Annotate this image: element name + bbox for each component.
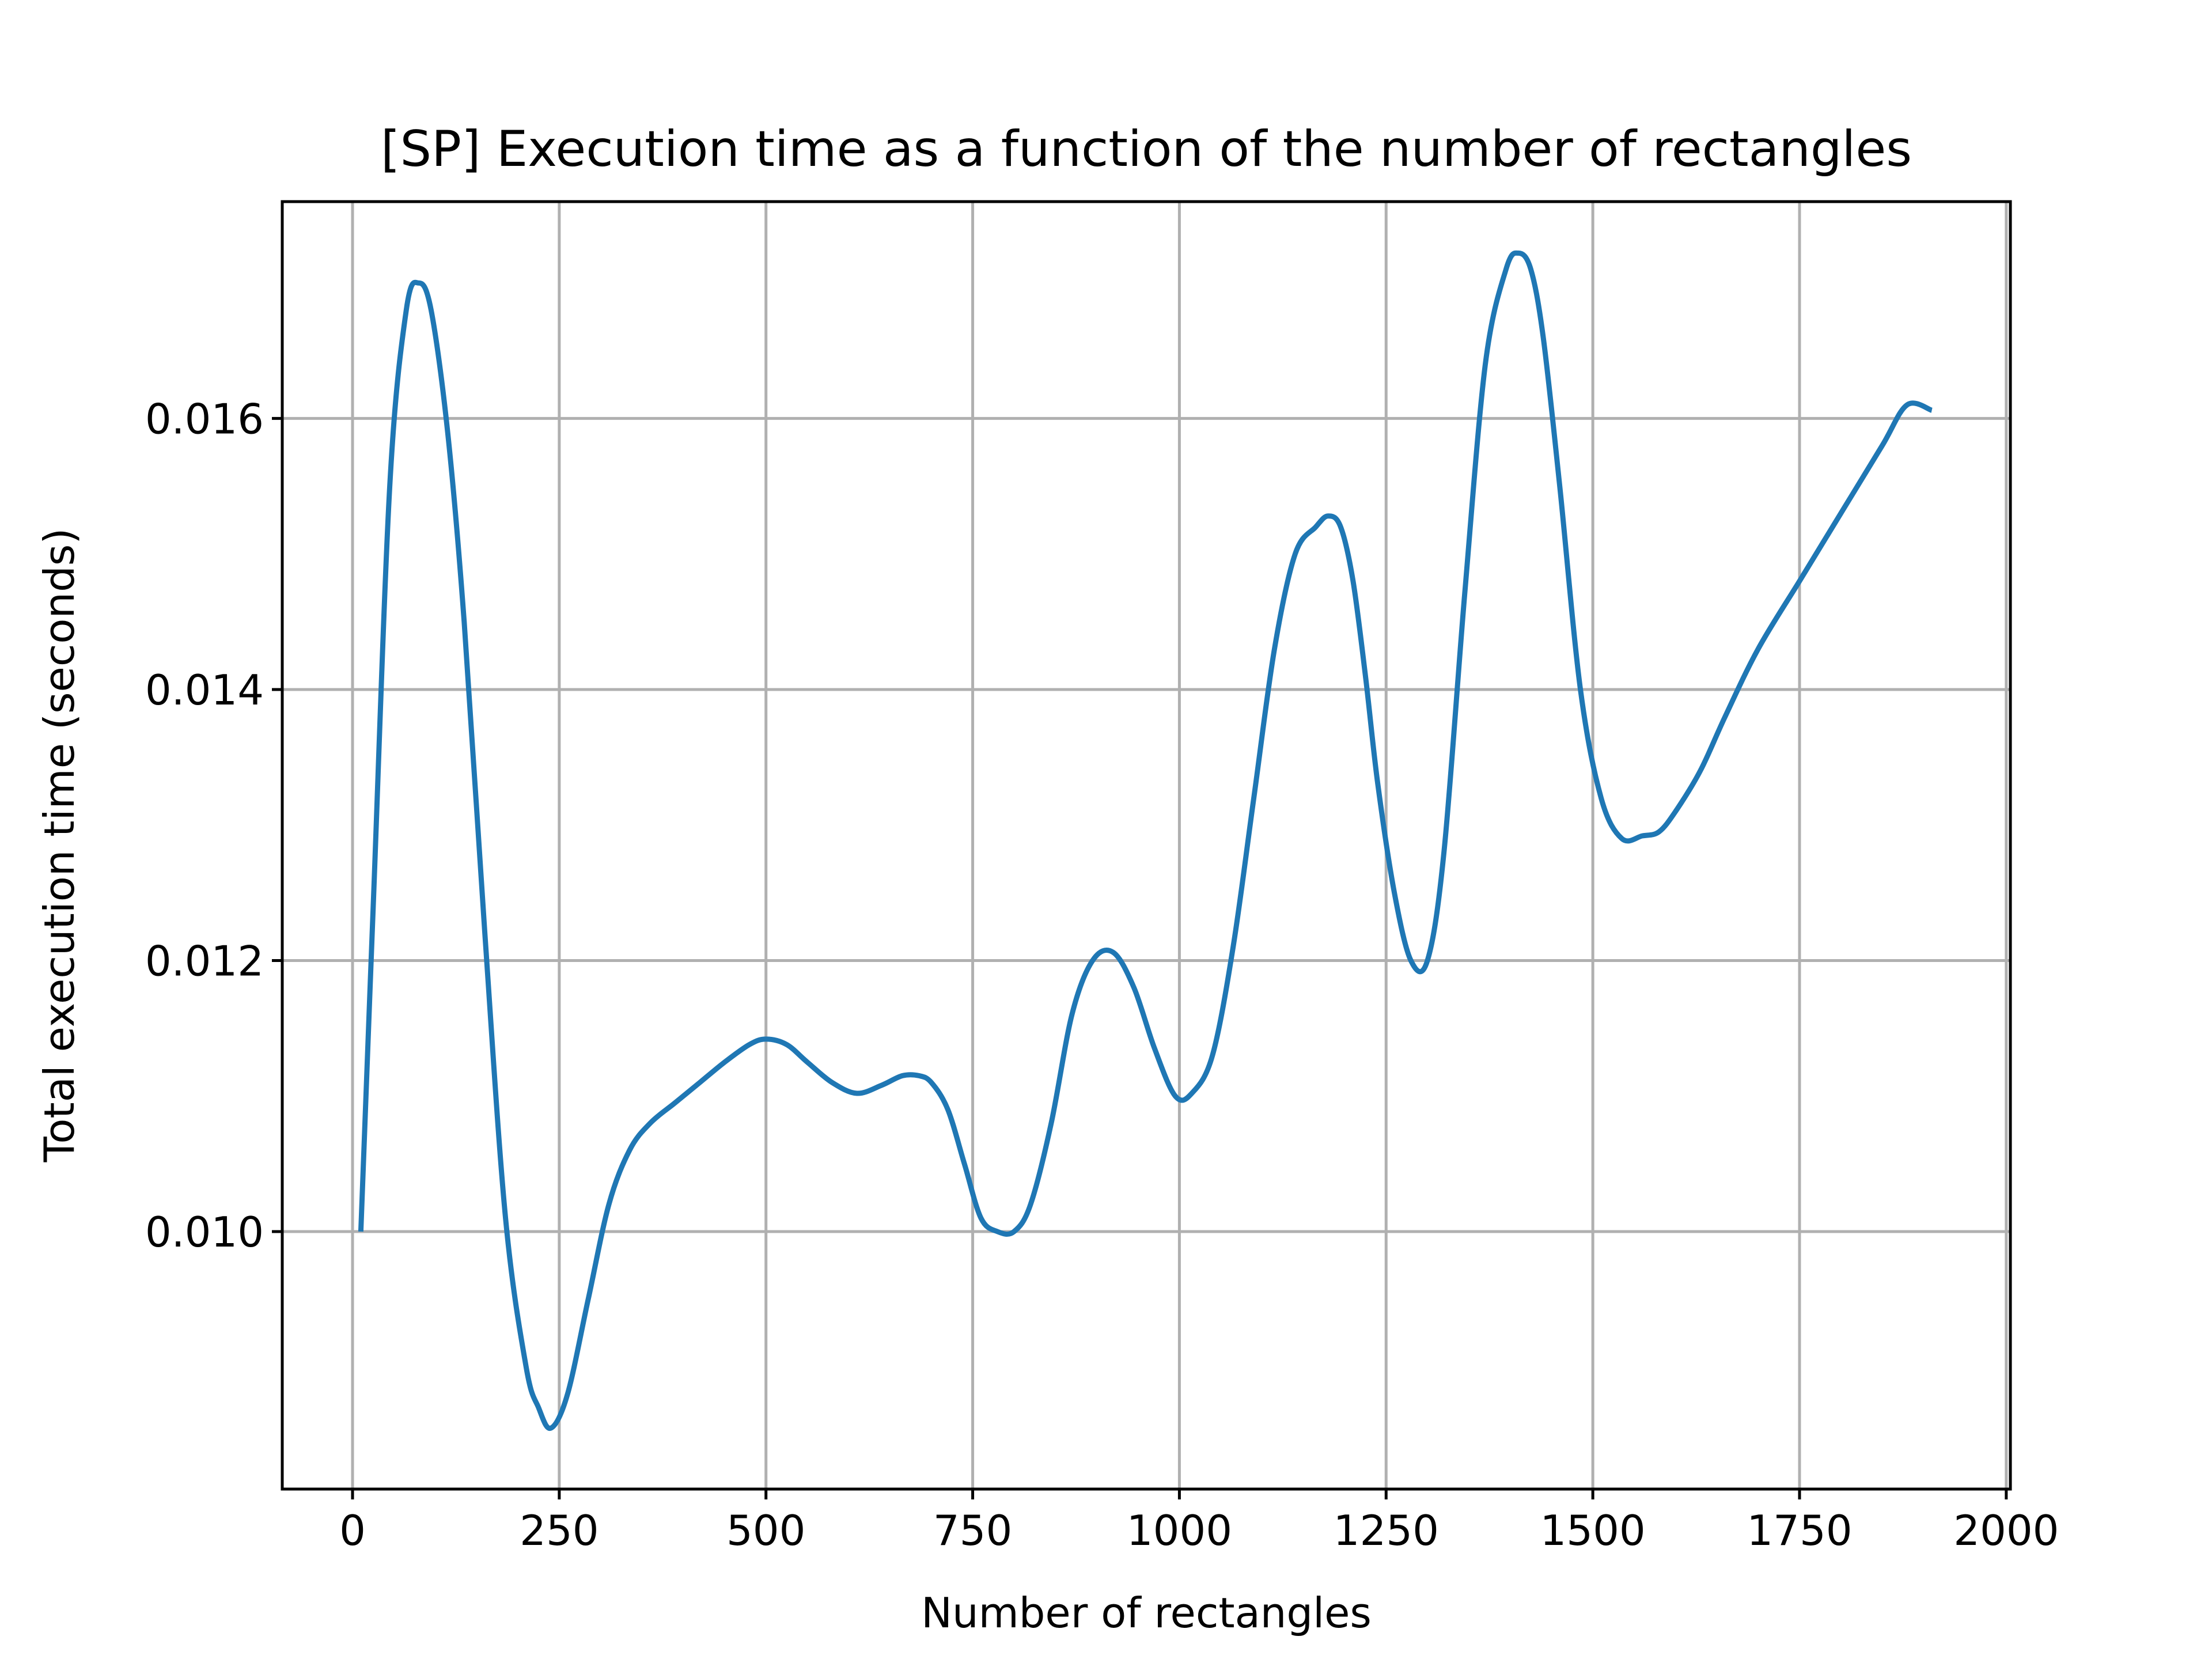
y-tick-label: 0.016	[145, 395, 264, 443]
plot-area-frame	[281, 200, 2012, 1491]
series-line	[358, 250, 1933, 1431]
x-tick-label: 1000	[1127, 1506, 1232, 1555]
x-tick-label: 500	[726, 1506, 805, 1555]
x-tick-label: 1750	[1747, 1506, 1852, 1555]
x-tick-label: 750	[933, 1506, 1012, 1555]
x-tick-label: 250	[520, 1506, 599, 1555]
x-tick-label: 1500	[1540, 1506, 1646, 1555]
x-tick-label: 0	[339, 1506, 366, 1555]
x-axis-label: Number of rectangles	[921, 1589, 1372, 1637]
chart-title: [SP] Execution time as a function of the…	[381, 120, 1912, 178]
y-tick-label: 0.014	[145, 666, 264, 714]
y-tick-label: 0.012	[145, 937, 264, 985]
x-tick-label: 1250	[1334, 1506, 1439, 1555]
x-tick-label: 2000	[1953, 1506, 2059, 1555]
y-tick-label: 0.010	[145, 1208, 264, 1256]
series-layer	[358, 250, 1933, 1431]
axis-ticks: 0 250 500 750 1000 1250 1500 1750 2000 0.010 0.012…	[145, 395, 2059, 1555]
y-axis-label: Total execution time (seconds)	[35, 528, 84, 1163]
